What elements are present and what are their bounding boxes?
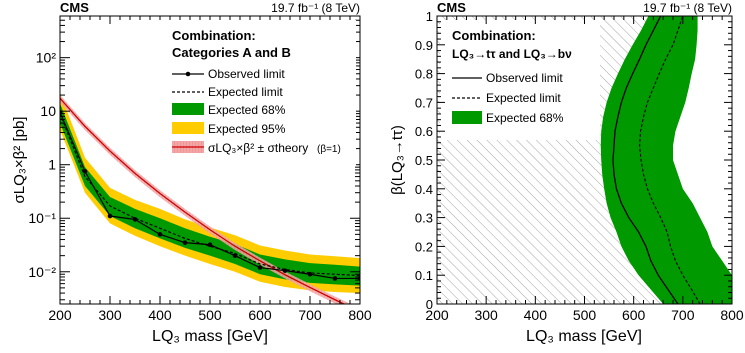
legend-observed-entry: Observed limit	[172, 67, 285, 81]
left-legend-header-line2: Categories A and B	[172, 45, 291, 60]
y-tick-label: 0.8	[415, 67, 433, 82]
y-tick-label: 0.2	[415, 239, 433, 254]
observed-limit-point	[207, 242, 213, 248]
left-y-axis-label: σLQ₃×β² [pb]	[11, 117, 28, 204]
y-tick-label: 0.1	[415, 268, 433, 283]
x-tick-label: 600	[248, 307, 272, 323]
right-axis-ticks: 200 300 400 500 600 700 800 0 0.1 0.2 0.3 0.4 0.5 0.6…	[415, 9, 744, 323]
expected-limit-line	[60, 113, 360, 277]
theory-cross-section-line	[60, 97, 346, 304]
observed-limit-point	[82, 169, 88, 174]
observed-limit-point	[107, 213, 113, 219]
right-legend-expected-label: Expected limit	[486, 91, 561, 105]
y-tick-label: 0.4	[415, 182, 433, 197]
left-x-axis-label: LQ₃ mass [GeV]	[152, 328, 268, 345]
observed-limit-point	[282, 268, 288, 273]
right-lumi-label: 19.7 fb⁻¹ (8 TeV)	[643, 1, 732, 15]
y-tick-label: 0.6	[415, 124, 433, 139]
observed-limit-point	[132, 217, 138, 222]
legend-band95-swatch	[172, 122, 204, 134]
y-tick-label: 10⁻¹	[28, 210, 56, 226]
x-tick-label: 500	[573, 307, 597, 323]
left-axis-ticks: 200 300 400 500 600 700 800 10⁻² 10⁻¹ 1 10 10²	[28, 15, 372, 323]
x-tick-label: 200	[425, 307, 449, 323]
legend-theory-label: σLQ₃×β² ± σtheory	[208, 141, 308, 155]
x-tick-label: 700	[671, 307, 695, 323]
right-legend-band68-label: Expected 68%	[486, 111, 564, 125]
right-x-axis-label: LQ₃ mass [GeV]	[526, 328, 642, 345]
y-tick-label: 0.5	[415, 153, 433, 168]
x-tick-label: 400	[524, 307, 548, 323]
y-tick-label: 0	[426, 297, 433, 312]
x-tick-label: 400	[148, 307, 172, 323]
right-legend-band68-entry: Expected 68%	[452, 111, 564, 125]
observed-limit-line	[612, 16, 679, 304]
observed-limit-point	[182, 240, 188, 245]
y-tick-label: 0.3	[415, 211, 433, 226]
legend-theory-entry: σLQ₃×β² ± σtheory (β=1)	[172, 141, 341, 155]
x-tick-label: 300	[98, 307, 122, 323]
right-legend-header-line2: LQ₃→tτ and LQ₃→bν	[452, 47, 572, 61]
x-tick-label: 800	[720, 307, 744, 323]
x-tick-label: 800	[348, 307, 372, 323]
legend-band95-label: Expected 95%	[208, 122, 286, 136]
expected-limit-line	[639, 16, 701, 304]
x-tick-label: 500	[198, 307, 222, 323]
y-tick-label: 1	[48, 157, 56, 173]
left-plot-area	[60, 92, 360, 304]
left-legend: Combination: Categories A and B Observed…	[156, 20, 356, 166]
x-tick-label: 700	[298, 307, 322, 323]
x-tick-label: 600	[622, 307, 646, 323]
y-tick-label: 0.9	[415, 38, 433, 53]
legend-band68-entry: Expected 68%	[172, 103, 286, 117]
right-legend-observed-label: Observed limit	[486, 71, 563, 85]
right-legend-expected-entry: Expected limit	[452, 91, 561, 105]
right-legend-band68-swatch	[452, 111, 482, 124]
observed-limit-point	[157, 232, 163, 237]
legend-band68-label: Expected 68%	[208, 103, 286, 117]
y-tick-label: 10	[40, 103, 56, 119]
legend-observed-marker	[185, 71, 191, 77]
y-tick-label: 1	[426, 9, 433, 24]
legend-observed-label: Observed limit	[208, 67, 285, 81]
legend-theory-note: (β=1)	[317, 144, 341, 155]
legend-band95-entry: Expected 95%	[172, 122, 286, 136]
observed-limit-point	[307, 271, 313, 277]
legend-expected-entry: Expected limit	[172, 85, 283, 99]
observed-limit-point	[332, 276, 338, 281]
left-lumi-label: 19.7 fb⁻¹ (8 TeV)	[271, 1, 360, 15]
x-tick-label: 300	[474, 307, 498, 323]
left-panel-cross-section-limit: CMS 19.7 fb⁻¹ (8 TeV) 200 300 400 500 600 700…	[11, 0, 372, 345]
expected-68-band	[60, 103, 360, 286]
right-experiment-label: CMS	[437, 0, 466, 15]
left-experiment-label: CMS	[60, 0, 89, 15]
right-legend-header-line1: Combination:	[452, 28, 536, 43]
x-tick-label: 200	[48, 307, 72, 323]
expected-68-band	[600, 16, 732, 304]
right-legend: Combination: LQ₃→tτ and LQ₃→bν Observed …	[440, 20, 600, 140]
legend-band68-swatch	[172, 103, 204, 115]
observed-limit-point	[232, 253, 238, 258]
right-legend-observed-entry: Observed limit	[452, 71, 563, 85]
right-y-axis-label: β(LQ₃→tτ)	[389, 125, 406, 195]
observed-limit-point	[257, 265, 263, 270]
y-tick-label: 0.7	[415, 95, 433, 110]
right-panel-branching-ratio-limit: CMS 19.7 fb⁻¹ (8 TeV) Combination: LQ₃→t…	[389, 0, 744, 345]
legend-expected-label: Expected limit	[208, 85, 283, 99]
left-legend-header-line1: Combination:	[172, 28, 256, 43]
y-tick-label: 10⁻²	[28, 264, 56, 280]
y-tick-label: 10²	[36, 50, 57, 66]
